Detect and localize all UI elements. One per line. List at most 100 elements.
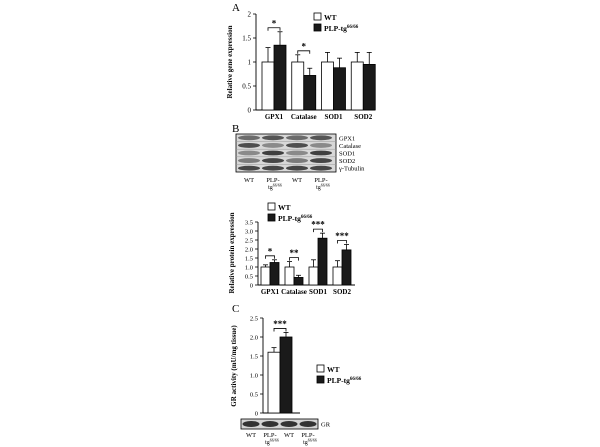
chart-0-sig-bracket xyxy=(297,50,311,54)
chart-1-category-label: SOD1 xyxy=(309,288,327,296)
blot-b-band xyxy=(310,165,332,171)
blot-b-band-label: SOD2 xyxy=(339,158,355,165)
blot-b-band xyxy=(286,135,308,141)
legend-b: WT PLP-tg66/66 xyxy=(267,202,313,223)
blot-c-lane-label: PLP- xyxy=(263,432,276,439)
chart-0-ylabel: Relative gene expression xyxy=(226,25,234,98)
legend-a-plp-sup: 66/66 xyxy=(347,25,359,30)
chart-1-bar-wt xyxy=(260,266,271,286)
chart-1-ytick-label: 0 xyxy=(250,282,253,289)
blot-c-band xyxy=(242,421,260,427)
blot-b-lane-label: PLP- xyxy=(266,177,279,184)
chart-2-bar-wt xyxy=(267,351,281,414)
blot-b-band xyxy=(286,142,308,148)
blot-c-band xyxy=(280,421,298,427)
blot-c-lane-sup: 66/66 xyxy=(308,438,317,443)
blot-c-lane-sub-text: tg xyxy=(265,440,270,446)
chart-0-ytick-label: 0 xyxy=(248,106,252,114)
chart-1-sig-bracket xyxy=(337,240,347,244)
chart-0-ytick-label: 1 xyxy=(248,58,252,66)
chart-2-ytick-label: 1.5 xyxy=(250,353,258,360)
chart-1-sig-bracket xyxy=(265,255,275,259)
chart-1-bar-plp xyxy=(293,277,304,286)
blot-b-band xyxy=(238,142,260,148)
legend-c-wt-swatch xyxy=(316,364,325,373)
blot-c-lane-sup: 66/66 xyxy=(270,438,279,443)
chart-1-ylabel: Relative protein expression xyxy=(228,212,236,293)
blot-b-band xyxy=(310,135,332,141)
legend-b-plp-swatch xyxy=(267,213,276,222)
chart-2-bar-plp xyxy=(279,336,293,414)
blot-c-band xyxy=(261,421,279,427)
chart-0-ytick-label: 2 xyxy=(248,10,252,18)
panel-b-letter: B xyxy=(232,123,239,135)
blot-b-band xyxy=(262,165,284,171)
blot-b-band xyxy=(238,165,260,171)
blot-c-band xyxy=(299,421,317,427)
chart-0-bar-wt xyxy=(350,61,364,111)
legend-c-plp-swatch xyxy=(316,375,325,384)
chart-0-bar-plp xyxy=(303,75,317,111)
blot-b-band xyxy=(286,165,308,171)
legend-c: WT PLP-tg66/66 xyxy=(316,364,362,385)
blot-c-lane-label: PLP- xyxy=(301,432,314,439)
chart-1-bar-plp xyxy=(341,249,352,286)
legend-a-wt-label: WT xyxy=(324,13,337,22)
blot-b-lane-sup: 66/66 xyxy=(273,183,282,188)
blot-b-lane-sub-text: tg xyxy=(268,185,273,191)
chart-1-ytick-label: 3.5 xyxy=(245,219,253,226)
chart-0-bar-wt xyxy=(261,61,275,111)
chart-1-bar-wt xyxy=(332,266,343,286)
legend-a-plp-swatch xyxy=(313,23,322,32)
chart-0-category-label: SOD2 xyxy=(354,113,372,121)
blot-b-lane-sub: tg66/66 xyxy=(268,183,282,192)
blot-b-band xyxy=(262,142,284,148)
blot-c-lane-sub-text: tg xyxy=(303,440,308,446)
blot-b-band xyxy=(238,158,260,164)
blot-b-band xyxy=(238,135,260,141)
panel-a-letter: A xyxy=(232,2,240,14)
blot-b-band xyxy=(262,135,284,141)
chart-0-bar-wt xyxy=(291,61,305,111)
chart-1-sig-stars: * xyxy=(268,246,273,256)
chart-0-ytick-label: 1.5 xyxy=(242,34,251,42)
legend-a-wt-swatch xyxy=(313,12,322,21)
chart-2-ylabel: GR activity (mU/mg tissue) xyxy=(230,325,238,407)
chart-1-sig-stars: ** xyxy=(290,248,300,258)
legend-a-plp-label: PLP-tg66/66 xyxy=(324,24,359,33)
chart-0-sig-bracket xyxy=(267,27,281,31)
chart-2-sig-bracket xyxy=(273,328,287,332)
chart-1-bar-wt xyxy=(284,266,295,286)
chart-1-ytick-label: 2.5 xyxy=(245,237,253,244)
chart-0-bar-wt xyxy=(321,61,334,111)
legend-b-wt-swatch xyxy=(267,202,276,211)
legend-b-plp-prefix: PLP-tg xyxy=(278,214,301,223)
blot-c-lane-label: WT xyxy=(246,432,256,439)
blot-b-band-label: Catalase xyxy=(339,143,361,150)
chart-1-sig-bracket xyxy=(289,257,299,261)
chart-1-sig-stars: *** xyxy=(335,231,349,241)
blot-b-lane-label: PLP- xyxy=(314,177,327,184)
blot-b-lane-sup: 66/66 xyxy=(321,183,330,188)
blot-b-band xyxy=(286,158,308,164)
chart-1-ytick-label: 3.0 xyxy=(245,228,253,235)
chart-2-ytick-label: 2.5 xyxy=(250,315,258,322)
blot-b-band-label: SOD1 xyxy=(339,151,355,158)
blot-b-band xyxy=(262,150,284,156)
chart-1-ytick-label: 2.0 xyxy=(245,246,253,253)
blot-c-lane-sub: tg66/66 xyxy=(303,438,317,447)
chart-0-bar-plp xyxy=(333,67,346,111)
legend-c-wt-label: WT xyxy=(327,365,340,374)
blot-c-frame xyxy=(240,418,319,430)
legend-a: WT PLP-tg66/66 xyxy=(313,12,359,33)
chart-2-ytick-label: 0.5 xyxy=(250,391,258,398)
chart-2-ytick-label: 2.0 xyxy=(250,334,258,341)
chart-1-sig-bracket xyxy=(313,228,323,233)
chart-0-category-label: SOD1 xyxy=(325,113,343,121)
blot-b-band xyxy=(238,150,260,156)
blot-c-band-label: GR xyxy=(321,422,331,429)
blot-c-lane-sub: tg66/66 xyxy=(265,438,279,447)
blot-b-band xyxy=(310,142,332,148)
chart-a-gene-expression: 0 0.5 1 1.5 2 Relative gene expression GPX1 * Ca… xyxy=(226,10,376,121)
